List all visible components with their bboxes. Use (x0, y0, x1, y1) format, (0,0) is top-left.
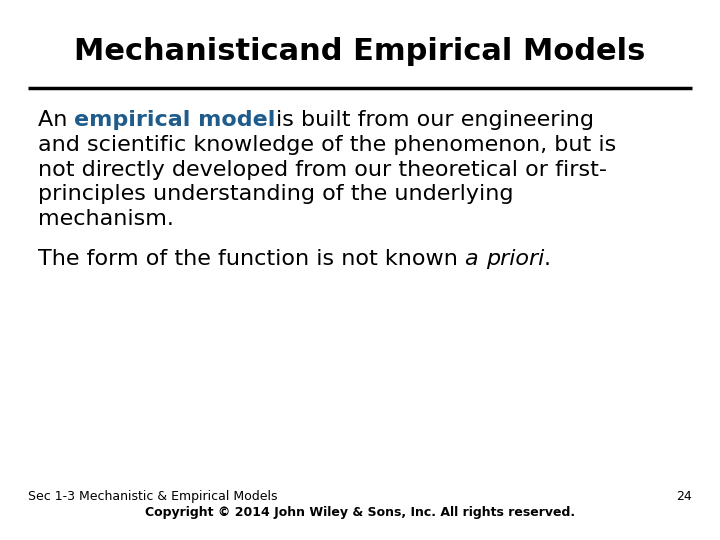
Text: mechanism.: mechanism. (38, 209, 174, 229)
Text: Sec 1-3 Mechanistic & Empirical Models: Sec 1-3 Mechanistic & Empirical Models (28, 490, 277, 503)
Text: is built from our engineering: is built from our engineering (276, 110, 594, 130)
Text: not directly developed from our theoretical or first-: not directly developed from our theoreti… (38, 160, 607, 180)
Text: The form of the function is not known: The form of the function is not known (38, 249, 465, 269)
Text: An: An (38, 110, 74, 130)
Text: a: a (465, 249, 486, 269)
Text: Mechanisticand Empirical Models: Mechanisticand Empirical Models (74, 37, 646, 66)
Text: and scientific knowledge of the phenomenon, but is: and scientific knowledge of the phenomen… (38, 135, 616, 155)
Text: Copyright © 2014 John Wiley & Sons, Inc. All rights reserved.: Copyright © 2014 John Wiley & Sons, Inc.… (145, 506, 575, 519)
Text: principles understanding of the underlying: principles understanding of the underlyi… (38, 184, 513, 205)
Text: priori: priori (486, 249, 544, 269)
Text: .: . (544, 249, 551, 269)
Text: 24: 24 (676, 490, 692, 503)
Text: empirical model: empirical model (74, 110, 276, 130)
